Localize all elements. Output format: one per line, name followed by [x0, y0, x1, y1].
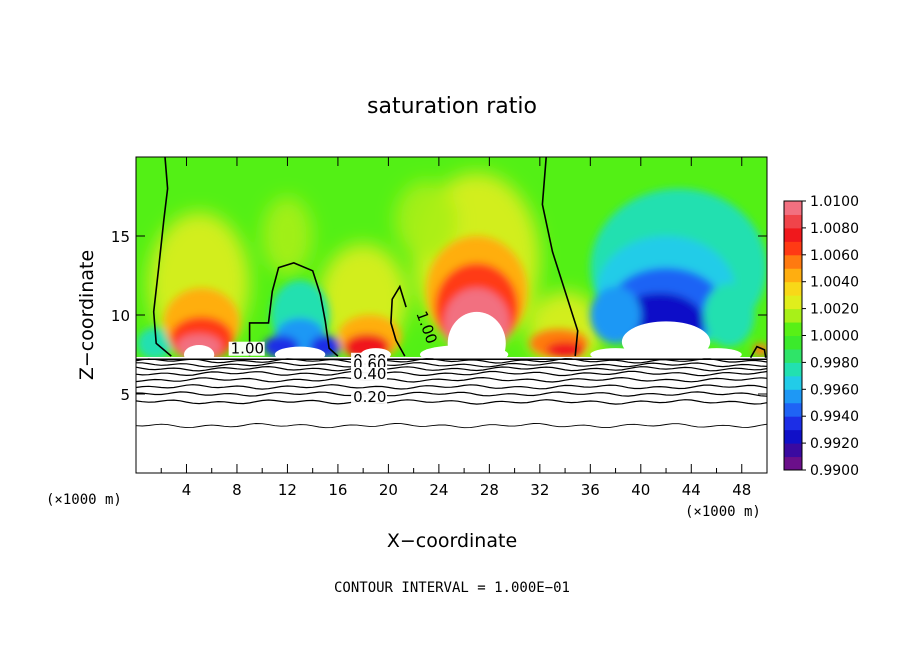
saturation-field	[136, 157, 767, 357]
contour-interval-note: CONTOUR INTERVAL = 1.000E−01	[334, 580, 570, 596]
contour-line-lower	[135, 370, 768, 377]
field-white-region	[621, 321, 711, 357]
contour-label-bg	[351, 389, 388, 404]
colorbar-band	[784, 375, 802, 390]
contour-line-lower	[135, 365, 768, 372]
colorbar-band	[784, 308, 802, 323]
contour-line-lower	[136, 362, 768, 368]
field-warm-blob	[546, 341, 585, 357]
contour-line-lower	[135, 391, 768, 397]
x-tick-label: 44	[682, 481, 701, 499]
field-white-region	[183, 345, 215, 357]
y-tick-label: 5	[120, 386, 130, 404]
y-tick-label: 10	[111, 307, 130, 325]
colorbar-label: 0.9940	[810, 409, 859, 425]
colorbar-band	[784, 416, 802, 431]
contour-line-1.00	[390, 284, 407, 357]
y-tick-label: 15	[111, 228, 130, 246]
colorbar-band	[784, 443, 802, 458]
contour-label: 0.40	[353, 365, 386, 383]
colorbar-label: 1.0040	[810, 275, 859, 291]
colorbar-band	[784, 201, 802, 215]
x-unit-right: (×1000 m)	[685, 504, 761, 520]
x-tick-label: 40	[631, 481, 650, 499]
field-cool-blob	[590, 286, 641, 344]
colorbar-band	[784, 241, 802, 256]
y-axis-label: Z−coordinate	[76, 250, 98, 380]
contour-line-1.00	[248, 262, 339, 357]
contour-line-1.00	[749, 345, 767, 359]
x-tick-label: 8	[232, 481, 242, 499]
x-tick-label: 12	[278, 481, 297, 499]
x-unit-left: (×1000 m)	[46, 492, 122, 508]
colorbar-label: 1.0020	[810, 302, 859, 318]
colorbar-band	[784, 402, 802, 417]
field-cool-blob	[703, 283, 755, 347]
x-tick-label: 48	[732, 481, 751, 499]
contour-line-lower	[135, 376, 768, 383]
x-axis-label: X−coordinate	[387, 530, 517, 552]
x-tick-label: 24	[429, 481, 448, 499]
contour-line-lower	[135, 384, 768, 390]
x-tick-label: 16	[328, 481, 347, 499]
field-white-region	[419, 345, 509, 357]
colorbar-label: 0.9960	[810, 382, 859, 398]
field-white-region	[274, 346, 326, 357]
x-tick-label: 4	[182, 481, 192, 499]
colorbar-label: 1.0080	[810, 221, 859, 237]
chart-title: saturation ratio	[367, 94, 537, 119]
colorbar-band	[784, 456, 802, 471]
field-haze	[394, 180, 458, 260]
contour-line-1.00	[152, 156, 172, 357]
colorbar-band	[784, 281, 802, 296]
colorbar-band	[784, 322, 802, 336]
x-tick-label: 20	[379, 481, 398, 499]
colorbar-label: 0.9980	[810, 355, 859, 371]
field-white-region	[691, 348, 742, 357]
field-haze	[262, 196, 313, 276]
colorbar-label: 0.9900	[810, 463, 859, 479]
contour-label: 1.00	[231, 340, 264, 358]
plot-area: 1.001.000.800.600.400.20	[135, 156, 768, 474]
colorbar: 1.0100 1.0080 1.0060 1.0040 1.0020 1.0000 0.99…	[783, 194, 859, 479]
contour-line-1.00	[541, 156, 579, 357]
field-white-region	[590, 348, 641, 357]
colorbar-band	[784, 268, 802, 283]
contour-line-lower	[135, 399, 768, 405]
colorbar-label: 0.9920	[810, 436, 859, 452]
contour-label-bg	[228, 341, 265, 356]
x-tick-label: 32	[530, 481, 549, 499]
colorbar-label: 1.0000	[810, 329, 859, 345]
colorbar-band	[784, 429, 802, 444]
colorbar-band	[784, 254, 802, 269]
contour-label: 0.20	[353, 388, 386, 406]
contour-line-lower	[135, 423, 768, 429]
x-tick-label: 28	[480, 481, 499, 499]
x-tick-label: 36	[581, 481, 600, 499]
colorbar-band	[784, 348, 802, 363]
lower-region-background	[136, 357, 767, 473]
colorbar-label: 1.0100	[810, 194, 859, 210]
colorbar-band	[784, 362, 802, 377]
colorbar-label: 1.0060	[810, 248, 859, 264]
colorbar-band	[784, 227, 802, 242]
contour-label-bg	[351, 366, 388, 381]
colorbar-band	[784, 295, 802, 310]
colorbar-band	[784, 214, 802, 229]
colorbar-band	[784, 335, 802, 350]
colorbar-band	[784, 389, 802, 404]
